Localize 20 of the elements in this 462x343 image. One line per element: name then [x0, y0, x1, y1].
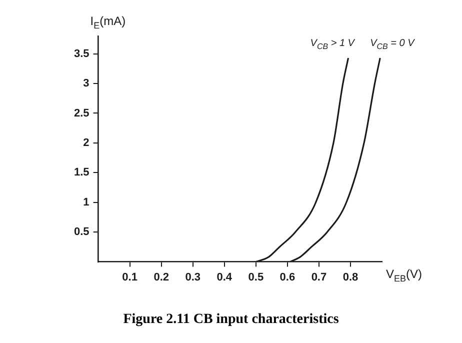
x-tick-label: 0.7 [311, 271, 327, 284]
y-tick-label: 0.5 [74, 226, 90, 238]
x-tick-label: 0.1 [122, 271, 138, 284]
x-tick-label: 0.2 [154, 271, 169, 284]
x-tick-label: 0.3 [185, 271, 201, 284]
y-tick-label: 1 [83, 196, 90, 208]
x-tick-label: 0.5 [248, 271, 264, 284]
y-axis-title: I$_{E}$(mA) [90, 14, 126, 30]
y-tick-label: 1.5 [74, 166, 90, 179]
x-axis-title: V$_{EB}$(V) [386, 266, 422, 284]
x-tick-label: 0.4 [216, 271, 233, 284]
caption: Figure 2.11 CB input characteristics [122, 312, 340, 328]
x-tick-label: 0.8 [342, 271, 358, 284]
y-tick-label: 3.5 [74, 48, 90, 60]
x-tick-label: 0.6 [280, 271, 296, 284]
series-label: V$_{CB}$ = 0 V [370, 38, 414, 51]
y-tick-label: 2.5 [74, 107, 90, 120]
y-tick-label: 3 [83, 78, 90, 90]
series-label: V$_{CB}$ > 1 V [310, 38, 354, 51]
y-tick-label: 2 [83, 136, 90, 149]
